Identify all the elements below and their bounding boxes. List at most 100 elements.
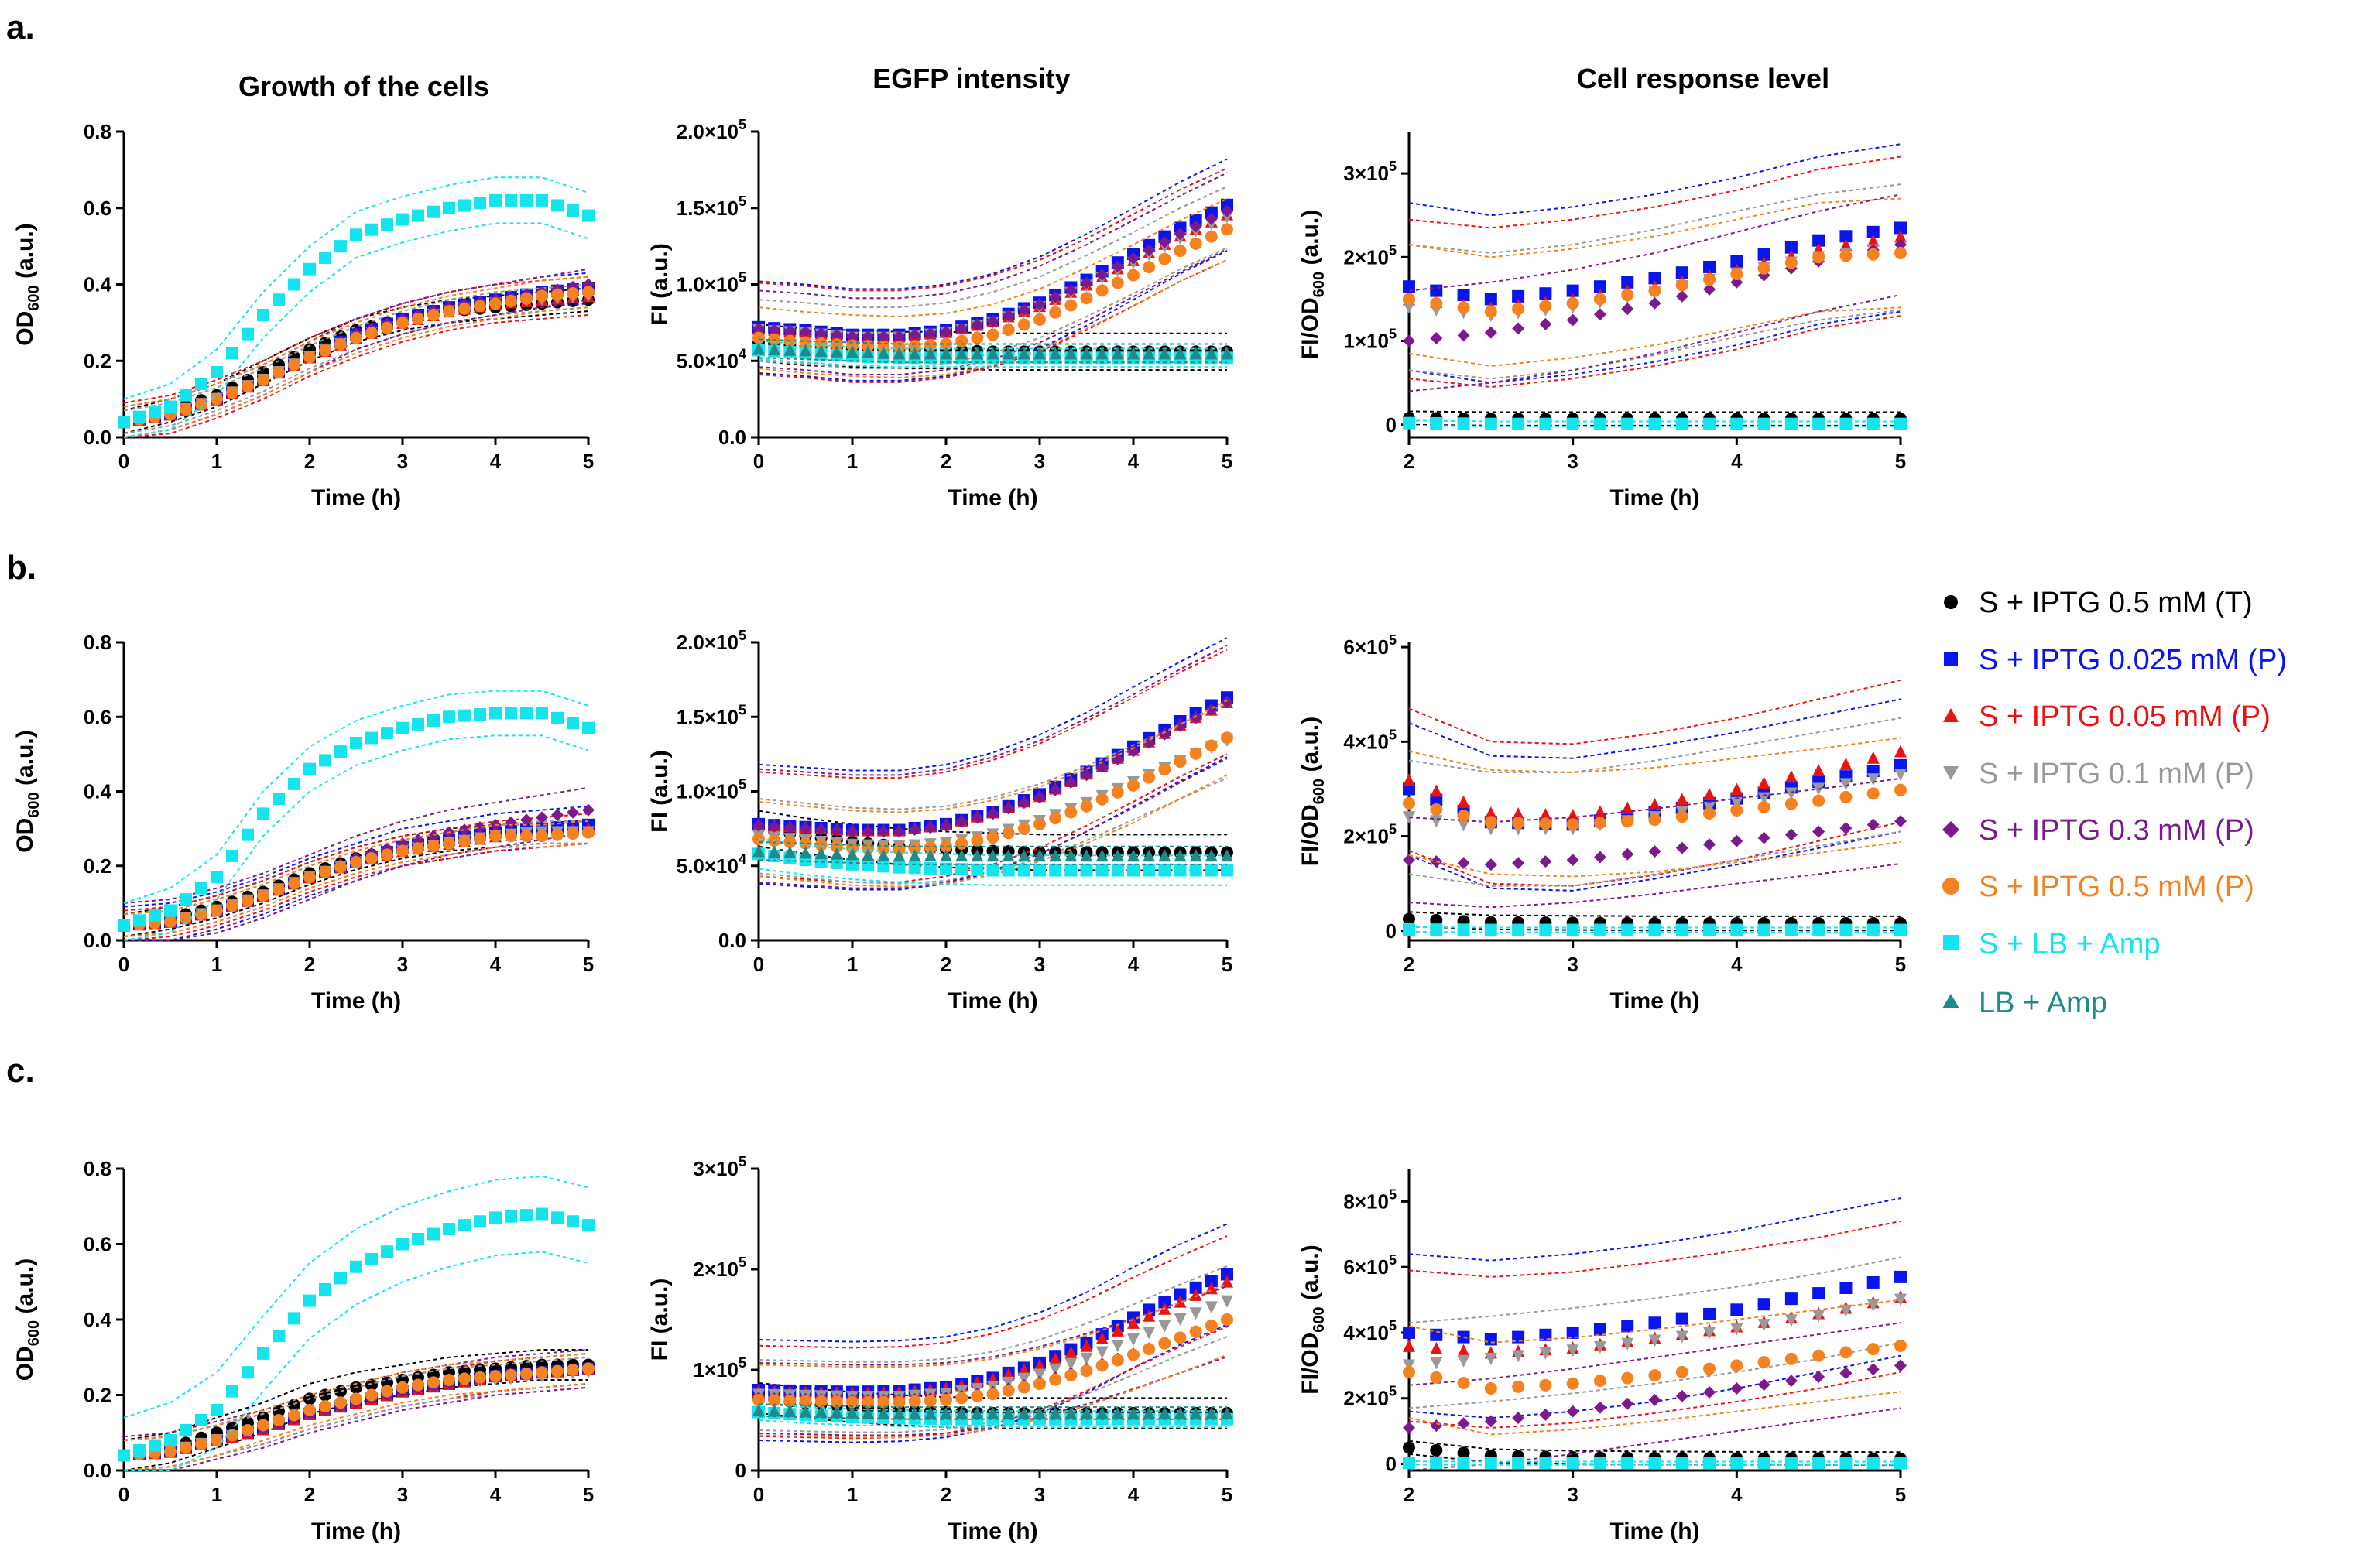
- data-point: [520, 830, 533, 843]
- data-point: [1205, 1319, 1218, 1332]
- data-point: [1621, 289, 1634, 302]
- data-point: [1539, 300, 1552, 313]
- data-point: [505, 294, 517, 307]
- legend-marker-7: [1943, 935, 1959, 950]
- legend-item-1: S + IPTG 0.5 mM (T): [1944, 587, 2253, 619]
- data-point: [862, 1395, 875, 1409]
- data-point: [1017, 1372, 1030, 1385]
- data-point: [986, 864, 999, 877]
- data-point: [1143, 347, 1156, 360]
- data-point: [1675, 1365, 1688, 1378]
- x-tick-label: 1: [847, 1483, 858, 1506]
- data-point: [505, 193, 517, 207]
- data-point: [242, 380, 254, 393]
- data-point: [1430, 331, 1443, 344]
- data-point: [211, 904, 223, 917]
- data-point: [1675, 810, 1688, 823]
- data-point: [1894, 1270, 1907, 1283]
- data-point: [273, 1330, 285, 1343]
- data-point: [1221, 696, 1233, 708]
- data-point: [1033, 817, 1046, 830]
- x-tick-label: 5: [1895, 1483, 1906, 1506]
- data-point: [1866, 1299, 1880, 1312]
- data-point: [1484, 1333, 1497, 1346]
- lower-band-line: [123, 303, 589, 438]
- data-point: [1017, 864, 1030, 877]
- x-tick-label: 3: [1567, 953, 1578, 976]
- data-point: [1784, 1375, 1798, 1388]
- data-point: [381, 727, 393, 740]
- data-point: [1205, 739, 1218, 752]
- data-point: [427, 840, 440, 853]
- data-point: [1512, 1457, 1525, 1470]
- upper-band-line: [1408, 1220, 1901, 1278]
- legend-label-3: S + IPTG 0.05 mM (P): [1979, 700, 2271, 733]
- data-point: [133, 1444, 146, 1457]
- data-point: [1205, 1301, 1218, 1314]
- legend-item-3: S + IPTG 0.05 mM (P): [1943, 700, 2271, 733]
- data-point: [1839, 778, 1853, 791]
- lower-band-line: [758, 1419, 1227, 1429]
- lower-band-line: [123, 306, 589, 438]
- series-s-iptg-0-5-mm-p-: [118, 276, 595, 438]
- legend-item-7: S + LB + Amp: [1943, 928, 2160, 960]
- y-tick-label: 0: [1386, 1453, 1397, 1476]
- legend-label-4: S + IPTG 0.1 mM (P): [1979, 758, 2254, 790]
- data-point: [1174, 1313, 1187, 1326]
- y-axis-label: OD600 (a.u.): [12, 1258, 43, 1381]
- data-point: [551, 288, 564, 301]
- data-point: [783, 1404, 797, 1417]
- y-tick-label: 2×105: [1343, 822, 1397, 848]
- series-s-lb-amp: [752, 838, 1233, 886]
- series-s-lb-amp: [1403, 416, 1907, 430]
- data-point: [1675, 1330, 1688, 1344]
- data-point: [365, 1253, 378, 1265]
- data-point: [1648, 272, 1661, 285]
- data-point: [971, 1406, 984, 1419]
- data-point: [1784, 770, 1798, 783]
- data-point: [1457, 329, 1470, 342]
- data-point: [195, 908, 207, 921]
- y-tick-label: 0.0: [718, 929, 746, 952]
- data-point: [893, 825, 906, 838]
- data-point: [1174, 1331, 1187, 1344]
- data-point: [396, 844, 409, 858]
- series-s-lb-amp: [118, 1175, 595, 1471]
- y-tick-label: 0: [1386, 413, 1397, 437]
- data-point: [257, 1419, 269, 1432]
- data-point: [257, 807, 269, 820]
- chart-b-od: 0 1 2 3 4 5 0.0 0.2 0.4 0.6 0.8 Time (h) OD600 (a.u.…: [12, 631, 595, 1014]
- legend-label-1: S + IPTG 0.5 mM (T): [1979, 587, 2253, 619]
- data-point: [1221, 1313, 1233, 1326]
- data-point: [1002, 1384, 1015, 1397]
- data-point: [180, 893, 192, 906]
- data-point: [752, 1394, 765, 1406]
- data-point: [458, 1372, 471, 1385]
- data-point: [830, 840, 843, 853]
- y-tick-label: 0.8: [84, 120, 111, 143]
- data-point: [1143, 1343, 1156, 1356]
- data-point: [1205, 1406, 1218, 1419]
- data-point: [924, 347, 937, 360]
- lower-band-line: [1408, 309, 1901, 380]
- series-s-iptg-0-05-mm-p-: [1403, 679, 1907, 887]
- data-point: [180, 1441, 192, 1454]
- data-point: [1539, 417, 1552, 430]
- data-point: [1457, 1330, 1470, 1344]
- data-point: [986, 831, 999, 844]
- data-point: [1566, 1344, 1579, 1357]
- data-point: [412, 312, 424, 325]
- data-point: [1430, 1443, 1443, 1457]
- data-point: [1017, 822, 1030, 835]
- data-point: [180, 389, 192, 402]
- data-point: [303, 262, 316, 276]
- y-tick-label: 8×105: [1343, 1186, 1397, 1213]
- data-point: [846, 1395, 859, 1409]
- data-point: [908, 823, 921, 836]
- data-point: [1095, 1346, 1109, 1359]
- data-point: [1621, 923, 1634, 936]
- upper-band-line: [1408, 911, 1901, 917]
- data-point: [164, 1445, 177, 1458]
- data-point: [1866, 818, 1880, 831]
- data-point: [489, 1370, 502, 1383]
